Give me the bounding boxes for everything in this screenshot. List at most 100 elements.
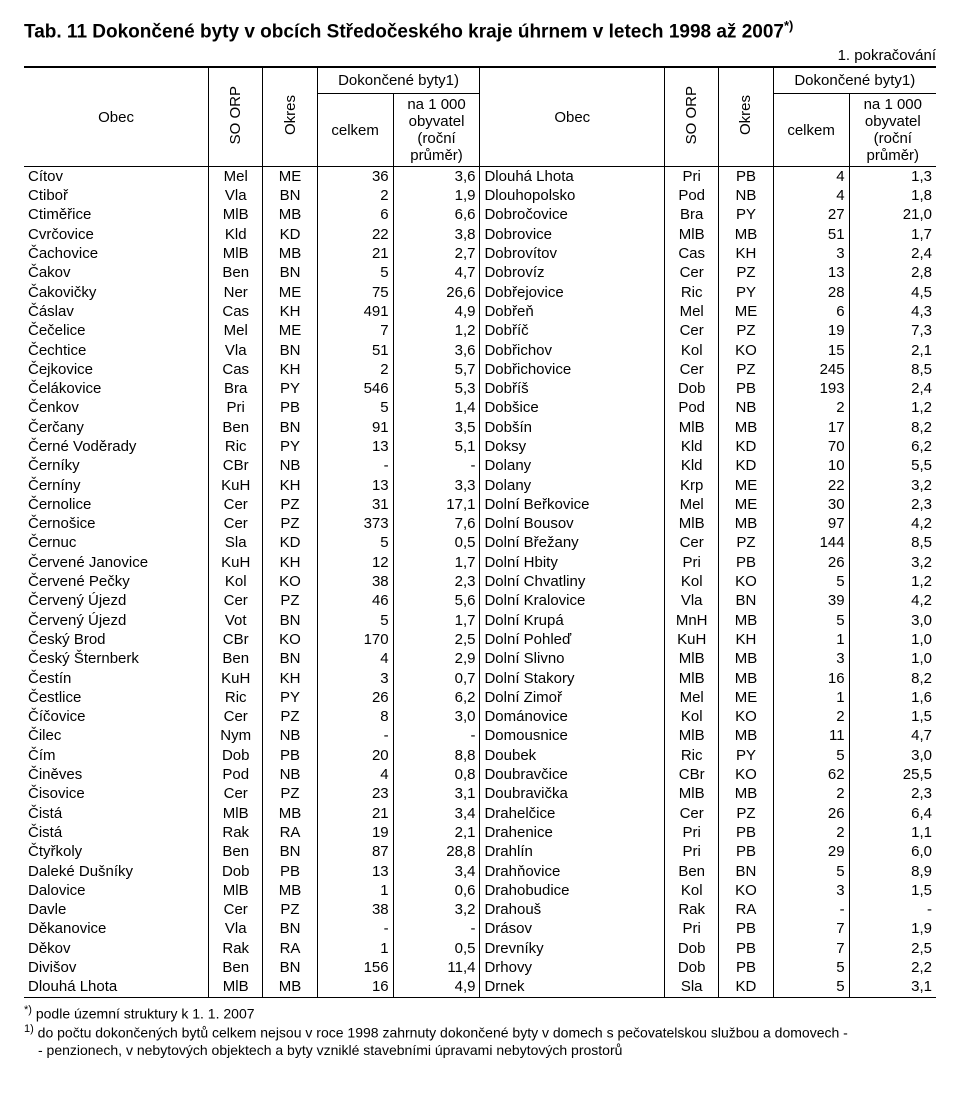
cell-soorp: Kld <box>665 457 719 476</box>
table-body: CítovMelME363,6Dlouhá LhotaPriPB41,3Ctib… <box>24 167 936 998</box>
table-row: ČisoviceCerPZ233,1DoubravičkaMlBMB22,3 <box>24 785 936 804</box>
cell-okres: PB <box>719 843 773 862</box>
cell-obec: Drásov <box>480 920 665 939</box>
cell-obec: Čakovičky <box>24 283 209 302</box>
cell-per1000: 3,4 <box>393 804 480 823</box>
cell-okres: BN <box>263 959 317 978</box>
cell-celkem: 2 <box>773 399 849 418</box>
cell-soorp: MlB <box>209 978 263 998</box>
table-row: Daleké DušníkyDobPB133,4DrahňoviceBenBN5… <box>24 862 936 881</box>
cell-obec: Černíny <box>24 476 209 495</box>
cell-celkem: 26 <box>773 804 849 823</box>
cell-okres: MB <box>263 206 317 225</box>
footnote-one-a: do počtu dokončených bytů celkem nejsou … <box>38 1025 848 1041</box>
cell-per1000: 4,9 <box>393 302 480 321</box>
table-row: ČejkoviceCasKH25,7DobřichoviceCerPZ2458,… <box>24 360 936 379</box>
cell-celkem: 193 <box>773 380 849 399</box>
cell-celkem: 26 <box>773 553 849 572</box>
cell-soorp: MlB <box>665 785 719 804</box>
cell-obec: Čím <box>24 746 209 765</box>
cell-soorp: CBr <box>665 766 719 785</box>
cell-soorp: Rak <box>665 901 719 920</box>
cell-celkem: 22 <box>317 225 393 244</box>
cell-per1000: 17,1 <box>393 495 480 514</box>
cell-celkem: 16 <box>773 669 849 688</box>
cell-celkem: 19 <box>317 823 393 842</box>
cell-per1000: 2,4 <box>849 245 936 264</box>
cell-obec: Dolní Krupá <box>480 611 665 630</box>
cell-per1000: 3,0 <box>849 746 936 765</box>
cell-per1000: 1,7 <box>849 225 936 244</box>
col-per1000-label: na 1 000 obyvatel (roční průměr) <box>407 96 465 164</box>
cell-per1000: 3,6 <box>393 341 480 360</box>
cell-soorp: Pri <box>665 823 719 842</box>
cell-soorp: Pri <box>665 843 719 862</box>
cell-okres: ME <box>263 167 317 187</box>
cell-per1000: 2,5 <box>393 630 480 649</box>
cell-celkem: 91 <box>317 418 393 437</box>
cell-soorp: Rak <box>209 939 263 958</box>
cell-obec: Drnek <box>480 978 665 998</box>
cell-okres: PZ <box>719 264 773 283</box>
cell-obec: Čilec <box>24 727 209 746</box>
cell-obec: Dobrovíz <box>480 264 665 283</box>
cell-per1000: 1,9 <box>393 187 480 206</box>
cell-soorp: Ric <box>665 746 719 765</box>
cell-celkem: 373 <box>317 515 393 534</box>
table-row: ČakovBenBN54,7DobrovízCerPZ132,8 <box>24 264 936 283</box>
cell-celkem: 3 <box>773 245 849 264</box>
cell-okres: PZ <box>263 708 317 727</box>
cell-obec: Červené Pečky <box>24 573 209 592</box>
cell-per1000: 0,5 <box>393 939 480 958</box>
cell-okres: MB <box>719 650 773 669</box>
continuation-label: 1. pokračování <box>24 47 936 64</box>
cell-obec: Davle <box>24 901 209 920</box>
cell-celkem: 28 <box>773 283 849 302</box>
cell-soorp: Vla <box>665 592 719 611</box>
cell-celkem: 26 <box>317 688 393 707</box>
cell-per1000: 3,3 <box>393 476 480 495</box>
table-row: DěkanoviceVlaBN--DrásovPriPB71,9 <box>24 920 936 939</box>
cell-celkem: 5 <box>773 746 849 765</box>
cell-okres: PZ <box>719 804 773 823</box>
cell-celkem: 15 <box>773 341 849 360</box>
cell-soorp: CBr <box>209 457 263 476</box>
table-row: ČelákoviceBraPY5465,3DobříšDobPB1932,4 <box>24 380 936 399</box>
cell-obec: Dobrovice <box>480 225 665 244</box>
cell-per1000: 1,3 <box>849 167 936 187</box>
cell-obec: Drahňovice <box>480 862 665 881</box>
cell-okres: NB <box>719 399 773 418</box>
cell-celkem: 5 <box>317 264 393 283</box>
cell-celkem: 31 <box>317 495 393 514</box>
cell-celkem: 19 <box>773 322 849 341</box>
cell-soorp: Pod <box>665 399 719 418</box>
cell-celkem: 7 <box>773 939 849 958</box>
cell-okres: PB <box>719 920 773 939</box>
cell-soorp: Bra <box>209 380 263 399</box>
cell-celkem: 2 <box>773 708 849 727</box>
cell-obec: Ctiměřice <box>24 206 209 225</box>
cell-okres: KH <box>263 302 317 321</box>
cell-per1000: - <box>849 901 936 920</box>
cell-obec: Čechtice <box>24 341 209 360</box>
cell-okres: KO <box>263 573 317 592</box>
col-obec: Obec <box>24 67 209 167</box>
cell-soorp: KuH <box>209 476 263 495</box>
cell-obec: Dolní Zimoř <box>480 688 665 707</box>
cell-celkem: 1 <box>773 688 849 707</box>
table-row: ČerníkyCBrNB--DolanyKldKD105,5 <box>24 457 936 476</box>
cell-celkem: 5 <box>317 534 393 553</box>
cell-soorp: Kol <box>665 708 719 727</box>
cell-per1000: 6,0 <box>849 843 936 862</box>
col-soorp: SO ORP <box>209 67 263 167</box>
cell-okres: ME <box>263 283 317 302</box>
table-row: ČistáRakRA192,1DrahenicePriPB21,1 <box>24 823 936 842</box>
cell-soorp: Ben <box>209 650 263 669</box>
cell-celkem: 3 <box>773 650 849 669</box>
cell-obec: Čerčany <box>24 418 209 437</box>
cell-obec: Doksy <box>480 437 665 456</box>
cell-obec: Čistá <box>24 823 209 842</box>
cell-soorp: MlB <box>665 650 719 669</box>
cell-okres: MB <box>719 515 773 534</box>
cell-celkem: 21 <box>317 245 393 264</box>
